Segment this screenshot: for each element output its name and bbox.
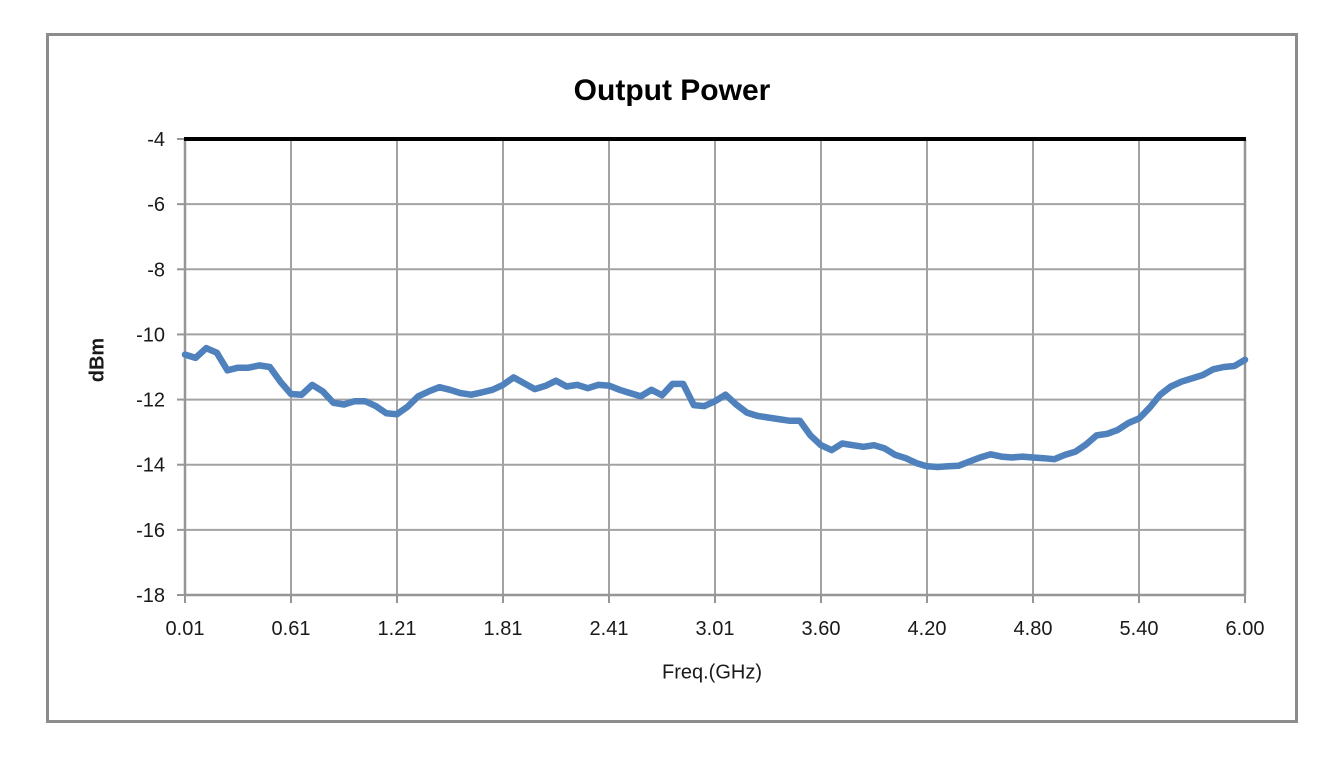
y-tick-label: -10 bbox=[136, 324, 165, 346]
y-tick-label: -8 bbox=[147, 259, 165, 281]
y-tick-label: -14 bbox=[136, 455, 165, 477]
y-tick-label: -12 bbox=[136, 390, 165, 412]
y-tick-label: -6 bbox=[147, 194, 165, 216]
x-tick-label: 6.00 bbox=[1226, 618, 1265, 640]
x-tick-label: 3.60 bbox=[802, 618, 841, 640]
y-tick-label: -4 bbox=[147, 129, 165, 151]
series-line-output-power bbox=[181, 344, 1249, 471]
y-tick-label: -16 bbox=[136, 520, 165, 542]
chart-title: Output Power bbox=[573, 74, 771, 107]
x-tick-label: 1.21 bbox=[378, 618, 417, 640]
y-tick-label: -18 bbox=[136, 585, 165, 607]
x-tick-label: 0.01 bbox=[166, 618, 205, 640]
chart-border bbox=[46, 33, 1298, 723]
x-tick-label: 4.80 bbox=[1014, 618, 1053, 640]
x-tick-label: 1.81 bbox=[484, 618, 523, 640]
x-tick-label: 3.01 bbox=[696, 618, 735, 640]
x-tick-label: 2.41 bbox=[590, 618, 629, 640]
x-tick-label: 0.61 bbox=[272, 618, 311, 640]
x-tick-label: 5.40 bbox=[1120, 618, 1159, 640]
x-axis-title: Freq.(GHz) bbox=[662, 661, 762, 684]
x-tick-label: 4.20 bbox=[908, 618, 947, 640]
